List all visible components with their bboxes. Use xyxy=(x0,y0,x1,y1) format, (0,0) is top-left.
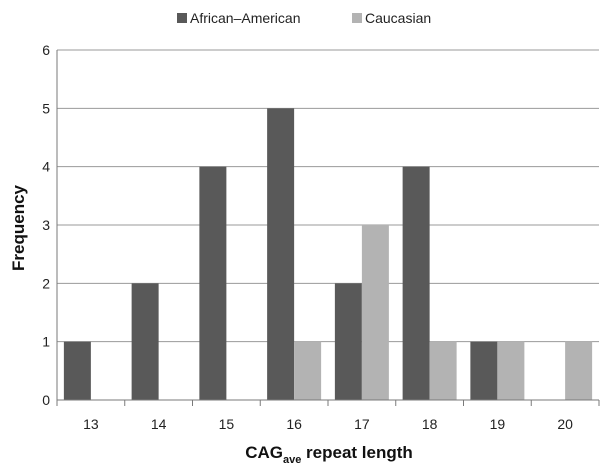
bar-caucasian-16 xyxy=(294,341,322,400)
bar-caucasian-18 xyxy=(429,341,457,400)
bar-african-american-17 xyxy=(334,283,362,400)
legend: African–American Caucasian xyxy=(177,10,431,26)
y-tick-label: 3 xyxy=(42,217,50,233)
y-tick-label: 4 xyxy=(42,159,50,175)
y-axis-title: Frequency xyxy=(9,184,28,271)
y-tick-label: 2 xyxy=(42,275,50,291)
bars xyxy=(63,108,593,400)
x-tick-label: 13 xyxy=(83,416,99,432)
x-tick-label: 16 xyxy=(286,416,302,432)
bar-african-american-14 xyxy=(131,283,159,400)
y-tick-label: 1 xyxy=(42,334,50,350)
x-axis-title-subscript: ave xyxy=(283,454,301,464)
bar-caucasian-19 xyxy=(497,341,525,400)
bar-african-american-19 xyxy=(470,341,498,400)
x-tick-label: 20 xyxy=(557,416,573,432)
x-axis xyxy=(56,50,600,406)
x-axis-title: CAGave repeat length xyxy=(245,443,413,464)
x-tick-label: 18 xyxy=(422,416,438,432)
legend-swatch-african-american xyxy=(177,13,187,23)
x-tick-label: 15 xyxy=(219,416,235,432)
y-tick-label: 0 xyxy=(42,392,50,408)
bar-african-american-18 xyxy=(402,166,430,400)
y-tick-labels: 0 1 2 3 4 5 6 xyxy=(42,42,50,408)
legend-swatch-caucasian xyxy=(352,13,362,23)
bar-african-american-13 xyxy=(63,341,91,400)
y-tick-label: 6 xyxy=(42,42,50,58)
bar-african-american-16 xyxy=(267,108,295,400)
legend-label-caucasian: Caucasian xyxy=(365,10,431,26)
y-tick-label: 5 xyxy=(42,100,50,116)
legend-label-african-american: African–American xyxy=(190,10,301,26)
x-tick-label: 14 xyxy=(151,416,167,432)
bar-african-american-15 xyxy=(199,166,227,400)
bar-caucasian-17 xyxy=(361,225,389,400)
x-axis-title-rest: repeat length xyxy=(301,443,412,462)
x-tick-label: 19 xyxy=(490,416,506,432)
x-tick-label: 17 xyxy=(354,416,370,432)
bar-caucasian-20 xyxy=(565,341,593,400)
x-tick-labels: 13 14 15 16 17 18 19 20 xyxy=(83,416,573,432)
x-axis-title-main: CAG xyxy=(245,443,283,462)
